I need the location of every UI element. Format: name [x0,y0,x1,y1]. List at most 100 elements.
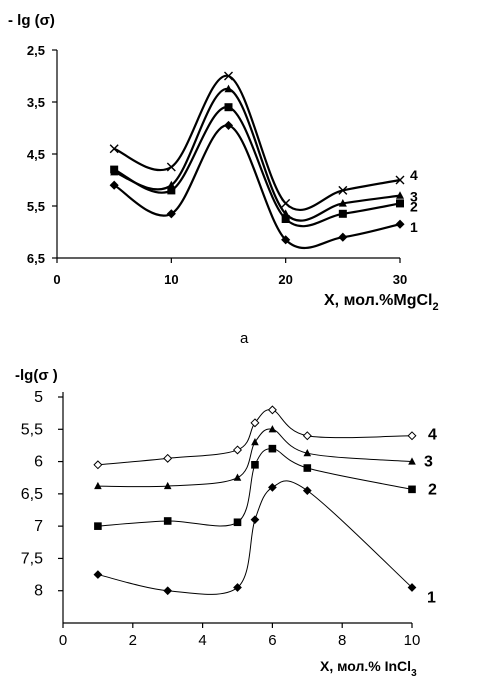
data-point [233,518,242,527]
data-point [93,570,103,579]
data-point [94,481,102,490]
y-tick-label: 2,5 [27,43,45,58]
data-point [110,167,119,176]
y-tick-label: 5,5 [21,421,43,438]
data-point [281,209,290,217]
x-axis-label-a: X, мол.%MgCl2 [324,292,439,313]
chart-a: - lg (σ) 2,5 3,5 4,5 5,5 6,5 0 10 20 30 1 23 4 X,… [8,12,439,347]
series-line-3 [113,87,401,222]
x-ticks-a: 0 10 20 30 [53,258,407,287]
x-tick-label: 10 [404,632,421,649]
y-tick-label: 7,5 [21,550,43,567]
series-label-4: 4 [410,167,418,183]
data-point [251,461,259,469]
y-tick-label: 6,5 [27,251,45,266]
series-3: 3 [94,425,433,490]
data-point [109,144,119,154]
y-axis-label-a: - lg (σ) [8,12,55,29]
data-point [167,186,176,195]
data-point [302,431,312,441]
y-tick-label: 7 [34,518,43,535]
data-point [303,448,312,457]
panel-label-a: а [240,330,249,347]
y-tick-label: 5,5 [27,199,45,214]
y-axis-label-b: -lg(σ ) [15,367,58,384]
x-axis-label-b: X, мол.% InCl3 [320,658,417,679]
data-point [163,586,173,596]
series-line-4 [97,409,413,466]
data-point [224,103,233,112]
y-tick-label: 3,5 [27,95,45,110]
x-tick-label: 0 [53,272,60,287]
data-point [224,84,233,93]
x-tick-label: 0 [59,632,67,649]
data-point [396,199,404,208]
y-ticks-b: 5 5,5 6 6,5 7 7,5 8 [21,389,63,600]
data-point [338,199,347,207]
data-point [281,198,291,208]
x-tick-label: 30 [393,272,407,287]
series-label-3: 3 [410,189,418,205]
data-point [224,71,233,81]
data-point [232,445,243,455]
y-ticks-a: 2,5 3,5 4,5 5,5 6,5 [27,43,57,266]
data-point [407,431,417,441]
data-point [233,473,242,481]
y-tick-label: 8 [34,583,43,600]
x-tick-label: 4 [198,632,206,649]
data-point [233,583,242,592]
data-point [250,515,260,525]
data-point [396,191,404,199]
data-point [395,219,405,229]
x-tick-label: 2 [129,632,137,649]
series-line-2 [113,106,401,228]
data-point [93,460,103,470]
data-point [302,486,312,495]
series-line-1 [97,480,413,595]
series-1: 1 [109,120,418,250]
data-point [166,162,176,172]
data-point [395,175,405,185]
data-point [223,120,234,130]
x-tick-label: 10 [164,272,178,287]
x-tick-label: 8 [338,632,346,649]
series-3: 3 [110,84,418,222]
series-label-2: 2 [428,481,437,498]
y-tick-label: 6,5 [21,486,43,503]
series-label-4: 4 [428,427,437,444]
series-2: 2 [94,444,437,530]
data-point [163,481,172,490]
series-group-b: 1 2 3 4 [93,405,437,606]
data-point [408,485,416,494]
data-point [267,405,277,415]
data-point [166,209,176,219]
series-label-3: 3 [424,454,433,471]
series-4: 4 [93,405,437,470]
data-point [268,483,277,492]
series-label-2: 2 [410,198,418,214]
data-point [251,438,259,446]
data-point [268,425,277,433]
data-point [338,209,347,218]
data-point [338,185,348,195]
series-label-1: 1 [427,589,436,606]
data-point [408,457,416,465]
data-point [94,522,102,530]
x-ticks-b: 0 2 4 6 8 10 [59,623,421,649]
data-point [281,215,290,223]
data-point [338,232,348,242]
x-tick-label: 20 [278,272,292,287]
x-tick-label: 6 [268,632,276,649]
data-point [250,418,260,428]
data-point [303,464,312,472]
series-4: 4 [109,71,418,211]
data-point [163,517,172,525]
y-tick-label: 4,5 [27,147,45,162]
data-point [167,180,176,189]
data-point [407,583,417,592]
series-group-a: 1 23 4 [109,71,418,250]
y-tick-label: 5 [34,389,43,406]
series-label-1: 1 [410,219,418,235]
